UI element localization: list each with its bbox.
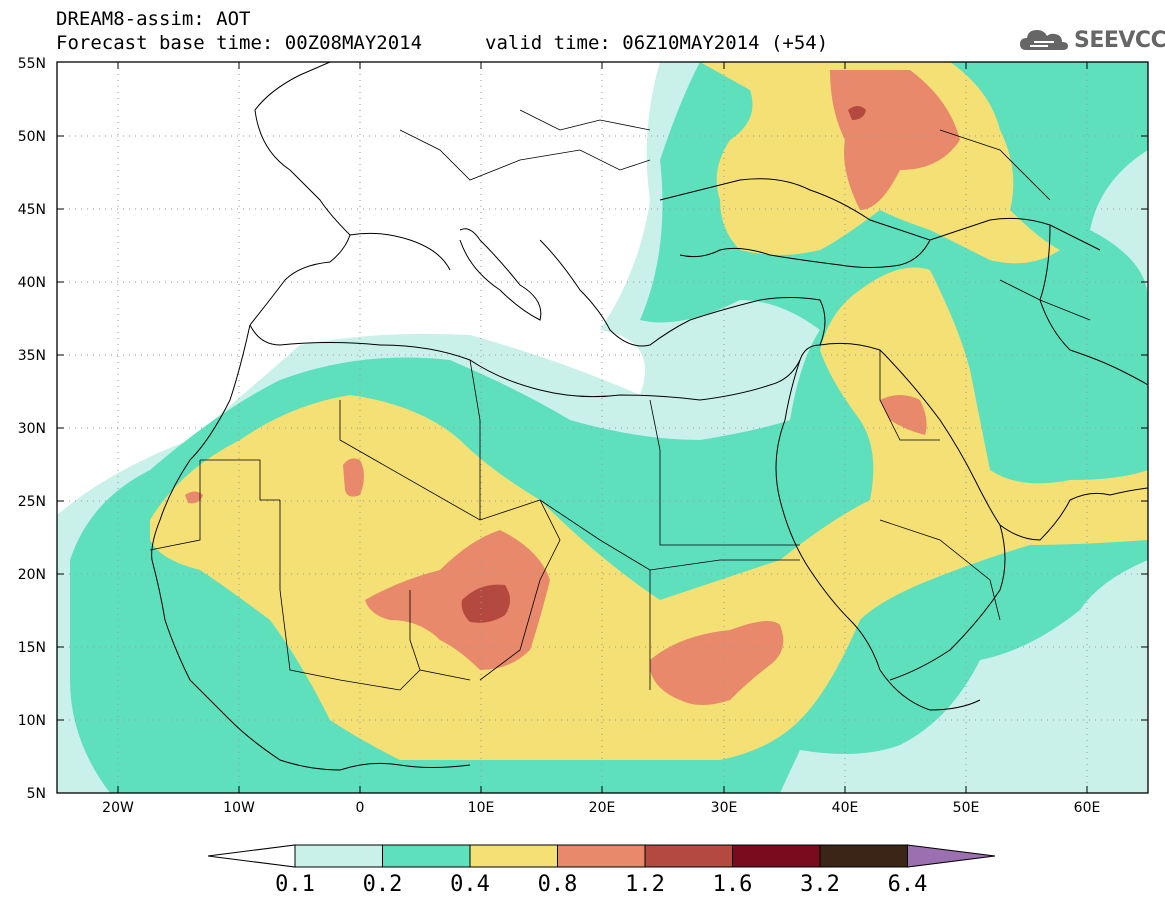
colorbar-swatch <box>732 844 821 868</box>
aot-1.2-region <box>461 584 510 623</box>
lat-label: 20N <box>18 567 46 583</box>
colorbar-low-arrow <box>207 844 296 868</box>
colorbar <box>207 844 996 868</box>
colorbar-swatch <box>294 844 383 868</box>
colorbar-label: 1.2 <box>625 872 665 897</box>
aot-1.2-region-north <box>848 106 866 120</box>
lat-label: 10N <box>18 713 46 729</box>
axis-ticks <box>57 62 1148 793</box>
colorbar-swatch <box>469 844 558 868</box>
aot-0.8-region-sudan <box>650 621 784 705</box>
latitude-labels: 55N 50N 45N 40N 35N 30N 25N 20N 15N 10N … <box>18 56 46 802</box>
aot-0.8-region-iraq <box>880 395 927 435</box>
lat-label: 40N <box>18 275 46 291</box>
base-time-label: Forecast base time: 00Z08MAY2014 <box>56 32 423 54</box>
lon-label: 10W <box>223 800 255 816</box>
lon-label: 60E <box>1074 800 1101 816</box>
lon-label: 20E <box>589 800 616 816</box>
colorbar-label: 0.8 <box>538 872 578 897</box>
colorbar-label: 6.4 <box>888 872 928 897</box>
political-borders <box>149 109 1091 691</box>
lat-label: 45N <box>18 202 46 218</box>
valid-time-label: valid time: 06Z10MAY2014 (+54) <box>485 32 829 54</box>
colorbar-swatch <box>644 844 733 868</box>
lat-label: 25N <box>18 494 46 510</box>
colorbar-high-arrow <box>907 844 996 868</box>
aot-0.8-region-north <box>830 70 960 210</box>
aot-0.8-spot-a <box>343 458 364 497</box>
colorbar-swatch <box>557 844 646 868</box>
colorbar-label: 0.1 <box>275 872 315 897</box>
lon-label: 30E <box>711 800 738 816</box>
lat-label: 55N <box>18 56 46 72</box>
lat-label: 35N <box>18 348 46 364</box>
logo-text: SEEVCCC <box>1074 28 1165 53</box>
coastlines <box>151 62 1148 771</box>
aot-field <box>57 62 1148 793</box>
aot-0.8-region <box>365 530 550 670</box>
lon-label: 10E <box>468 800 495 816</box>
lon-label: 20W <box>102 800 134 816</box>
aot-0.8-spot-b <box>185 491 203 504</box>
seevccc-logo: SEEVCCC <box>1018 24 1165 56</box>
colorbar-labels: 0.1 0.2 0.4 0.8 1.2 1.6 3.2 6.4 <box>275 872 927 897</box>
colorbar-label: 0.2 <box>363 872 403 897</box>
lon-label: 50E <box>953 800 980 816</box>
colorbar-label: 3.2 <box>800 872 840 897</box>
lat-label: 5N <box>27 786 46 802</box>
map-title: DREAM8-assim: AOT <box>56 8 251 30</box>
lat-label: 50N <box>18 129 46 145</box>
longitude-labels: 20W 10W 0 10E 20E 30E 40E 50E 60E <box>102 800 1100 816</box>
colorbar-swatch <box>382 844 471 868</box>
lat-label: 30N <box>18 421 46 437</box>
colorbar-label: 0.4 <box>450 872 490 897</box>
colorbar-label: 1.6 <box>713 872 753 897</box>
lon-label: 0 <box>356 800 365 816</box>
aot-0.4-region <box>150 267 1148 760</box>
cloud-icon <box>1020 30 1068 50</box>
lat-label: 15N <box>18 640 46 656</box>
colorbar-swatch <box>819 844 908 868</box>
lon-label: 40E <box>832 800 859 816</box>
